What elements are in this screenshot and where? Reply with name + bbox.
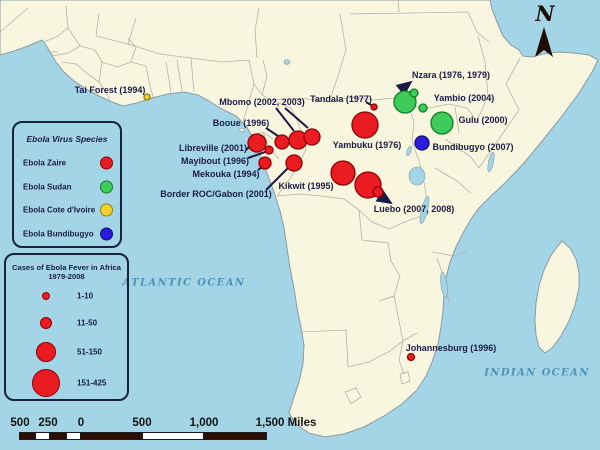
outbreak-marker <box>372 186 384 198</box>
scale-segment <box>66 433 81 439</box>
cases-legend-title-line1: Cases of Ebola Fever in Africa <box>11 263 122 272</box>
cases-size-dot <box>36 342 56 362</box>
north-indicator: N <box>535 1 555 26</box>
ocean-label-indian: INDIAN OCEAN <box>484 367 590 379</box>
scale-label: 1,000 <box>189 417 219 429</box>
outbreak-marker <box>393 90 417 114</box>
outbreak-marker <box>264 145 274 155</box>
ocean-label-atlantic: ATLANTIC OCEAN <box>122 277 246 289</box>
lake-malawi <box>440 271 448 299</box>
scale-segment <box>81 433 142 439</box>
bioko-island <box>239 127 245 133</box>
scale-label: 500 <box>10 417 30 429</box>
outbreak-marker <box>330 160 356 186</box>
leader-line <box>375 189 393 205</box>
scale-label: 0 <box>77 417 85 429</box>
outbreak-marker <box>258 156 272 170</box>
lake-tanganyika <box>419 196 430 224</box>
scale-segment <box>50 433 66 439</box>
leader-line <box>365 101 372 106</box>
lake-turkana <box>487 151 495 173</box>
species-color-dot-cote-divoire <box>100 203 113 217</box>
leader-line <box>284 107 309 129</box>
cases-legend-title: Cases of Ebola Fever in Africa 1979-2008 <box>6 263 127 281</box>
cases-size-dot <box>42 292 50 300</box>
species-color-dot-sudan <box>100 180 113 194</box>
species-label: Ebola Zaire <box>23 158 67 168</box>
species-color-dot-zaire <box>100 156 113 170</box>
scale-label: 1,500 Miles <box>255 417 317 429</box>
scale-segment <box>142 433 204 439</box>
scale-segment <box>204 433 266 439</box>
outbreak-marker <box>143 93 151 101</box>
outbreak-marker <box>247 133 267 153</box>
species-label: Ebola Bundibugyo <box>23 229 94 239</box>
leader-line <box>265 166 290 191</box>
north-arrow-icon <box>535 27 553 57</box>
leader-line <box>265 127 279 137</box>
species-legend: Ebola Virus Species Ebola Zaire Ebola Su… <box>12 121 122 248</box>
cases-legend-title-line2: 1979-2008 <box>48 271 85 281</box>
species-legend-title: Ebola Virus Species <box>26 134 108 144</box>
cases-legend: Cases of Ebola Fever in Africa 1979-2008… <box>4 253 129 401</box>
outbreak-marker <box>303 128 321 146</box>
cases-size-dot <box>40 317 52 329</box>
madagascar-island <box>534 240 580 354</box>
lake-chad <box>283 59 291 65</box>
lakes <box>283 59 495 299</box>
scale-label: 500 <box>132 417 152 429</box>
scale-label: 250 <box>38 417 58 429</box>
outbreak-marker <box>418 103 428 113</box>
cases-range-label: 51-150 <box>77 347 102 357</box>
outbreak-marker <box>274 134 290 150</box>
lake-albert <box>406 145 412 157</box>
scale-segment <box>20 433 35 439</box>
leader-line <box>275 107 295 132</box>
outbreak-marker <box>414 135 430 151</box>
outbreak-marker <box>351 111 379 139</box>
species-label: Ebola Sudan <box>23 182 72 192</box>
scale-segment <box>35 433 50 439</box>
outbreak-marker <box>409 88 419 98</box>
scale-bar <box>19 432 267 440</box>
species-legend-row: Ebola Cote d'Ivoire <box>23 203 113 217</box>
leader-line <box>247 151 266 159</box>
outbreak-marker <box>406 352 416 362</box>
outbreak-marker <box>430 111 454 135</box>
leader-lines-group <box>245 80 413 205</box>
cases-size-dot <box>32 369 60 397</box>
outbreak-marker <box>285 154 303 172</box>
country-borders <box>0 0 521 405</box>
cases-range-label: 151-425 <box>77 378 107 388</box>
species-legend-row: Ebola Bundibugyo <box>23 227 113 241</box>
outbreak-markers-group <box>143 88 454 362</box>
cases-range-label: 1-10 <box>77 291 94 301</box>
species-legend-row: Ebola Zaire <box>23 156 113 170</box>
cases-range-label: 11-50 <box>77 318 98 328</box>
species-legend-row: Ebola Sudan <box>23 180 113 194</box>
lake-victoria <box>408 166 426 186</box>
species-label: Ebola Cote d'Ivoire <box>23 205 96 215</box>
leader-line <box>395 80 413 97</box>
outbreak-marker <box>370 103 378 111</box>
species-color-dot-bundibugyo <box>100 227 113 241</box>
